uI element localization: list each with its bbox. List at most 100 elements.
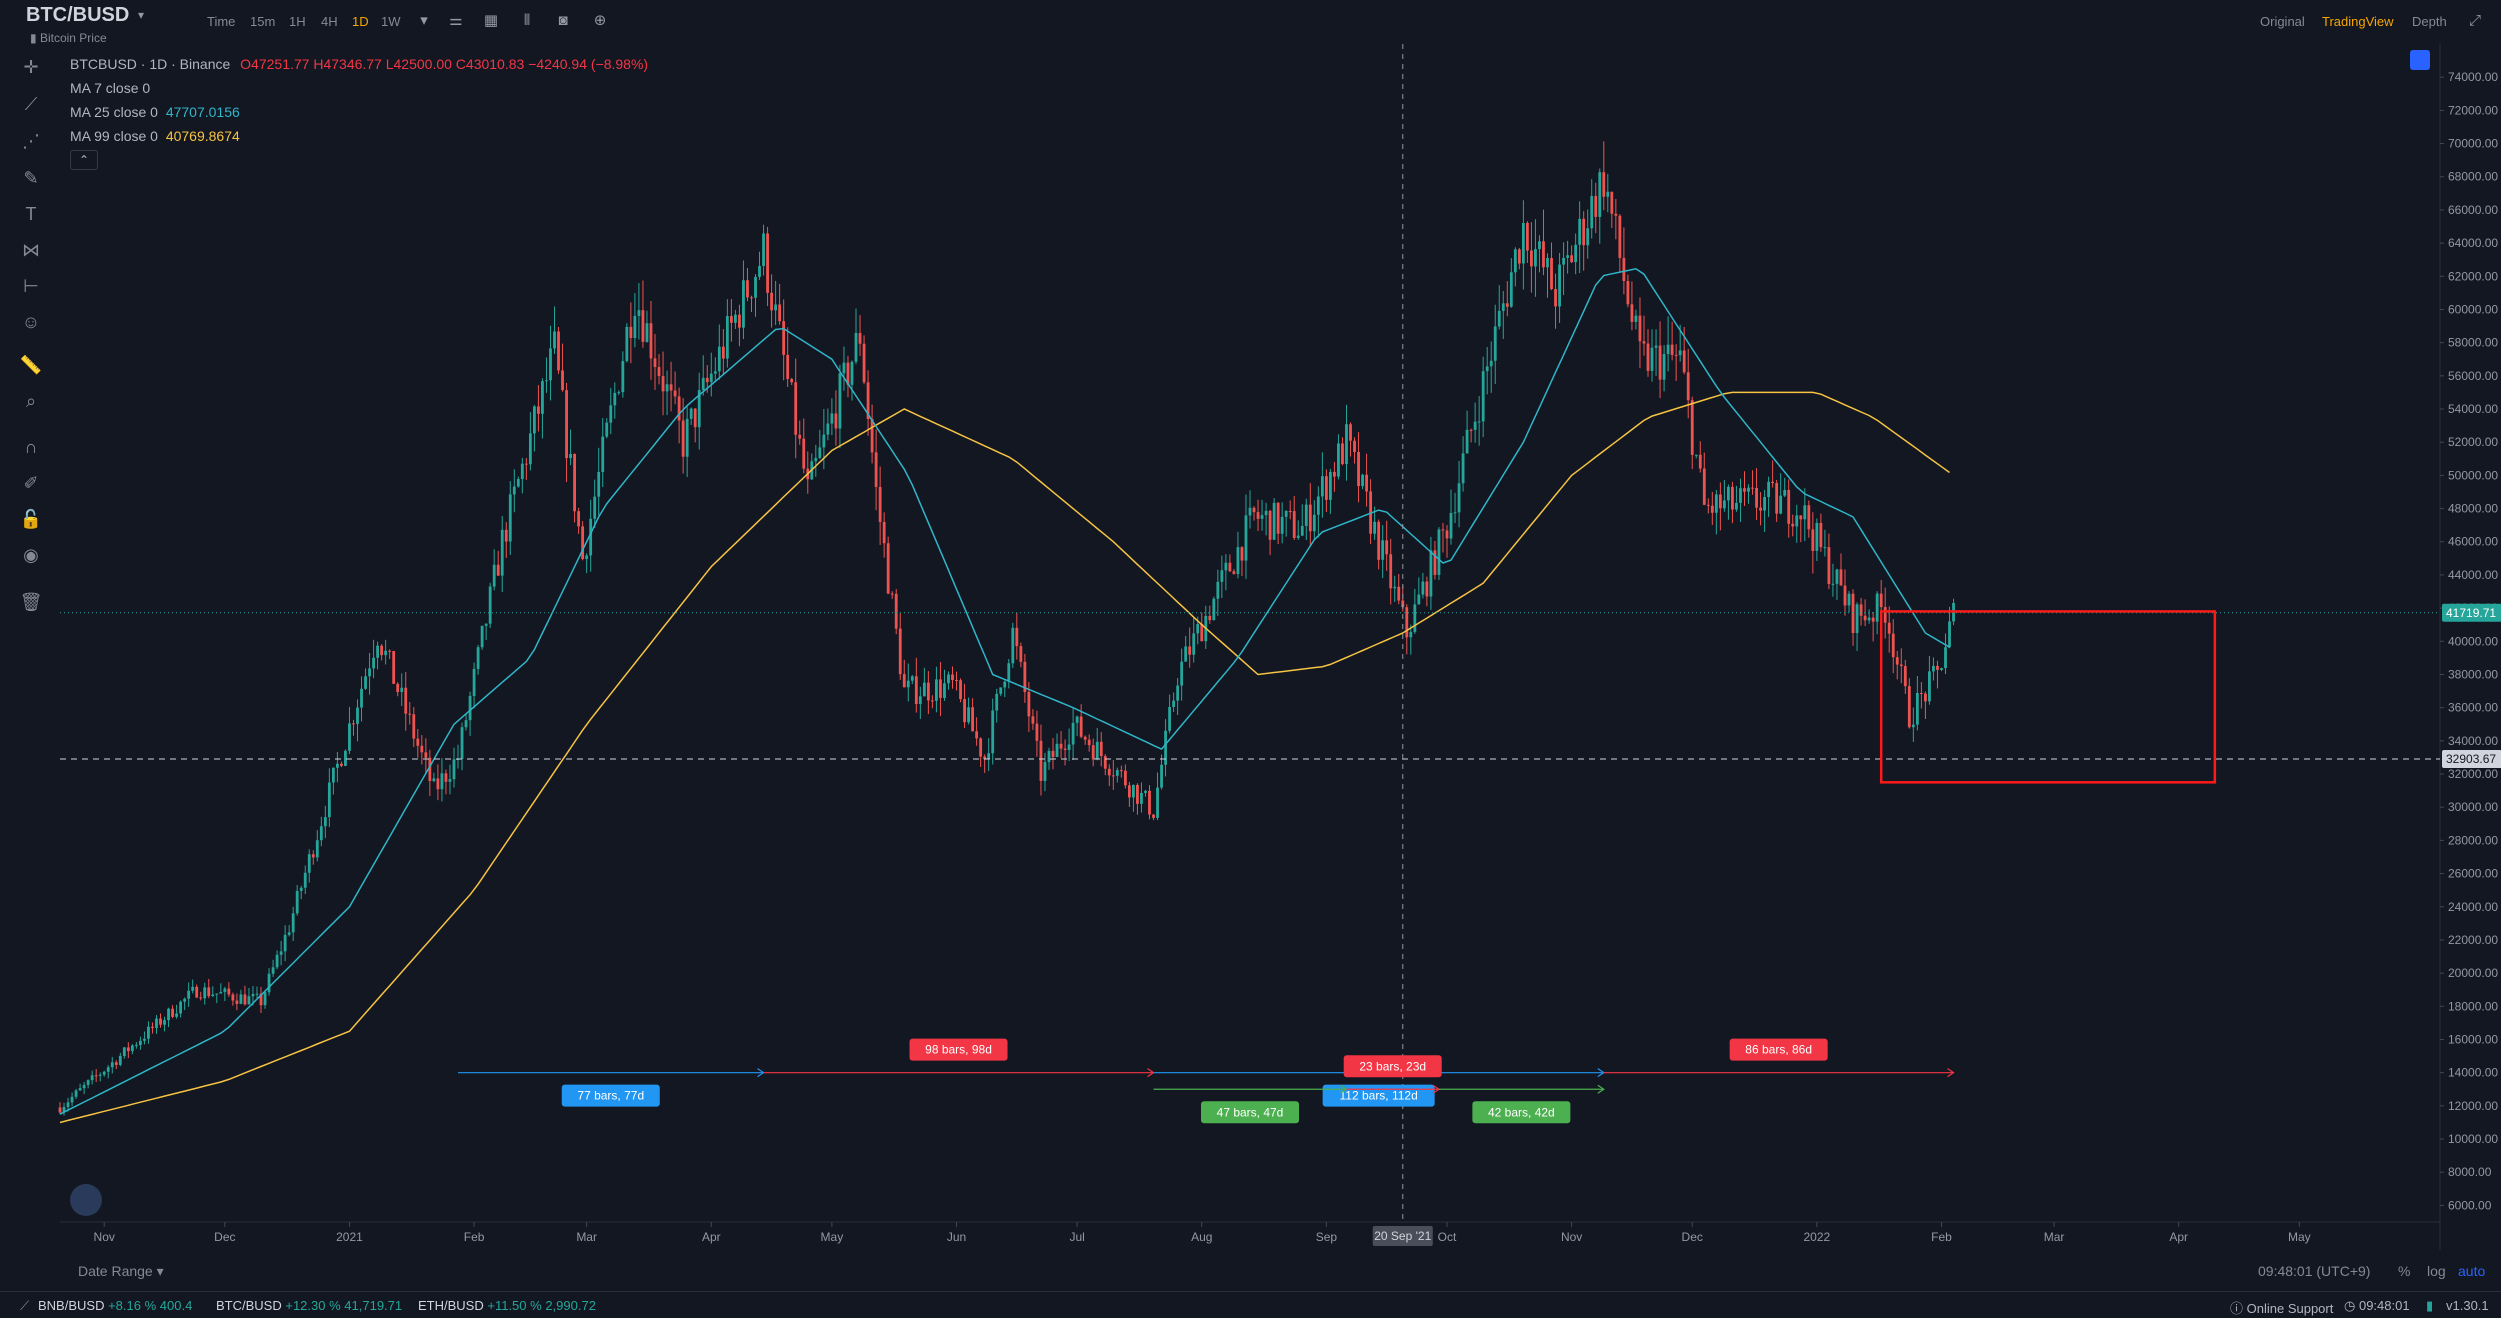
tf-15m[interactable]: 15m [250, 14, 276, 29]
candle-body [1389, 554, 1393, 589]
candle-body [155, 1018, 158, 1028]
tf-time[interactable]: Time [207, 14, 236, 29]
candle-body [1505, 303, 1509, 307]
measure-label: 77 bars, 77d [577, 1089, 644, 1103]
candle-body [1915, 692, 1919, 725]
pattern-icon[interactable]: ⋈ [22, 240, 40, 260]
tf-1d[interactable]: 1D [352, 14, 369, 29]
auto-scale-button[interactable]: auto [2458, 1263, 2486, 1279]
candle-body [874, 452, 878, 487]
candle-body [1940, 668, 1943, 670]
magnet-icon[interactable]: ∩ [24, 437, 38, 457]
candle-body [1767, 481, 1771, 497]
candle-body [1698, 454, 1702, 469]
price-tick-label: 20000.00 [2448, 966, 2498, 980]
price-tick-label: 66000.00 [2448, 203, 2498, 217]
candle-body [1260, 515, 1264, 519]
brush-icon[interactable]: ✎ [23, 168, 39, 188]
more-timeframes-icon[interactable]: ▾ [420, 12, 428, 29]
legend-ma25-label[interactable]: MA 25 close 0 [70, 104, 158, 120]
ticker-item[interactable]: BTC/BUSD +12.30 % 41,719.71 [216, 1298, 403, 1313]
candle-body [472, 668, 476, 696]
tf-1w[interactable]: 1W [381, 14, 401, 29]
candle-body [360, 688, 363, 708]
view-original[interactable]: Original [2260, 14, 2305, 29]
ma25-line [59, 268, 1950, 1115]
zoom-icon[interactable]: ⌕ [25, 391, 37, 411]
price-tick-label: 32000.00 [2448, 767, 2498, 781]
add-icon[interactable]: ⊕ [593, 12, 607, 29]
lock-icon[interactable]: 🔓 [19, 509, 43, 529]
candle-body [219, 991, 223, 994]
ticker-item[interactable]: ETH/BUSD +11.50 % 2,990.72 [418, 1298, 596, 1313]
candle-body [1646, 343, 1650, 371]
candle-body [1654, 345, 1658, 348]
candle-body [58, 1107, 62, 1113]
fib-icon[interactable]: ⋰ [22, 131, 40, 151]
price-tick-label: 62000.00 [2448, 269, 2498, 283]
candle-body [263, 992, 267, 1006]
candle-body [669, 384, 673, 391]
text-icon[interactable]: T [25, 204, 37, 224]
trendline-icon[interactable]: ⟋ [24, 94, 38, 114]
symbol-title[interactable]: BTC/BUSD [26, 4, 130, 26]
candle-body [416, 738, 420, 746]
candle-body [1333, 471, 1336, 477]
ticker-item[interactable]: BNB/BUSD +8.16 % 400.4 [38, 1298, 193, 1313]
eye-icon[interactable]: ◉ [23, 545, 39, 565]
candle-body [987, 753, 991, 760]
candle-body [935, 679, 938, 701]
candle-body [1743, 488, 1746, 492]
candle-body [384, 650, 388, 656]
view-tradingview[interactable]: TradingView [2322, 14, 2394, 29]
settings-square-icon[interactable] [2410, 50, 2430, 70]
emoji-icon[interactable]: ☺ [21, 312, 41, 332]
time-tick-label: Dec [1682, 1230, 1703, 1244]
candle-body [452, 759, 456, 780]
candle-body [1035, 723, 1039, 741]
chart-type-icon[interactable]: ⫴ [523, 12, 531, 29]
candle-body [1240, 547, 1244, 561]
candle-body [1710, 505, 1714, 513]
collapse-legend-button[interactable]: ⌃ [70, 150, 98, 170]
fullscreen-icon[interactable]: ⤢ [2468, 12, 2481, 29]
pencil-lock-icon[interactable]: ✐ [23, 473, 39, 493]
tf-1h[interactable]: 1H [289, 14, 306, 29]
candle-body [311, 854, 315, 858]
log-scale-button[interactable]: log [2427, 1263, 2446, 1279]
measure-range-icon[interactable]: ⊢ [23, 276, 39, 296]
legend-ma25-value: 47707.0156 [165, 104, 240, 120]
layout-icon[interactable]: ▦ [483, 12, 499, 29]
ruler-icon[interactable]: 📏 [19, 355, 43, 375]
candle-body [1429, 550, 1433, 597]
camera-icon[interactable]: ◙ [558, 12, 568, 29]
candle-body [778, 304, 782, 322]
online-support-link[interactable]: ⓘ Online Support [2230, 1301, 2334, 1316]
legend-ma7-label[interactable]: MA 7 close 0 [70, 80, 151, 96]
legend-ma99-label[interactable]: MA 99 close 0 [70, 128, 158, 144]
tf-4h[interactable]: 4H [321, 14, 338, 29]
time-tick-label: Apr [2169, 1230, 2188, 1244]
candle-body [420, 745, 424, 753]
candle-body [82, 1084, 86, 1089]
candle-body [1075, 716, 1079, 723]
candle-body [436, 778, 440, 790]
candle-body [1534, 249, 1537, 267]
candle-body [183, 998, 187, 1002]
crosshair-icon[interactable]: ✛ [23, 57, 39, 77]
view-depth[interactable]: Depth [2412, 14, 2447, 29]
candle-body [448, 779, 452, 782]
trash-icon[interactable]: 🗑 [19, 592, 43, 612]
candle-body [1413, 604, 1417, 632]
candle-body [404, 687, 408, 714]
date-range-button[interactable]: Date Range ▾ [78, 1263, 164, 1279]
candle-body [750, 297, 753, 299]
indicators-settings-icon[interactable]: ⚌ [449, 12, 463, 29]
candle-body [1292, 511, 1296, 538]
candle-body [858, 333, 862, 344]
candle-body [1594, 196, 1598, 217]
chevron-down-icon[interactable]: ▾ [138, 8, 145, 22]
candle-body [673, 390, 677, 397]
percent-scale-button[interactable]: % [2398, 1263, 2411, 1279]
